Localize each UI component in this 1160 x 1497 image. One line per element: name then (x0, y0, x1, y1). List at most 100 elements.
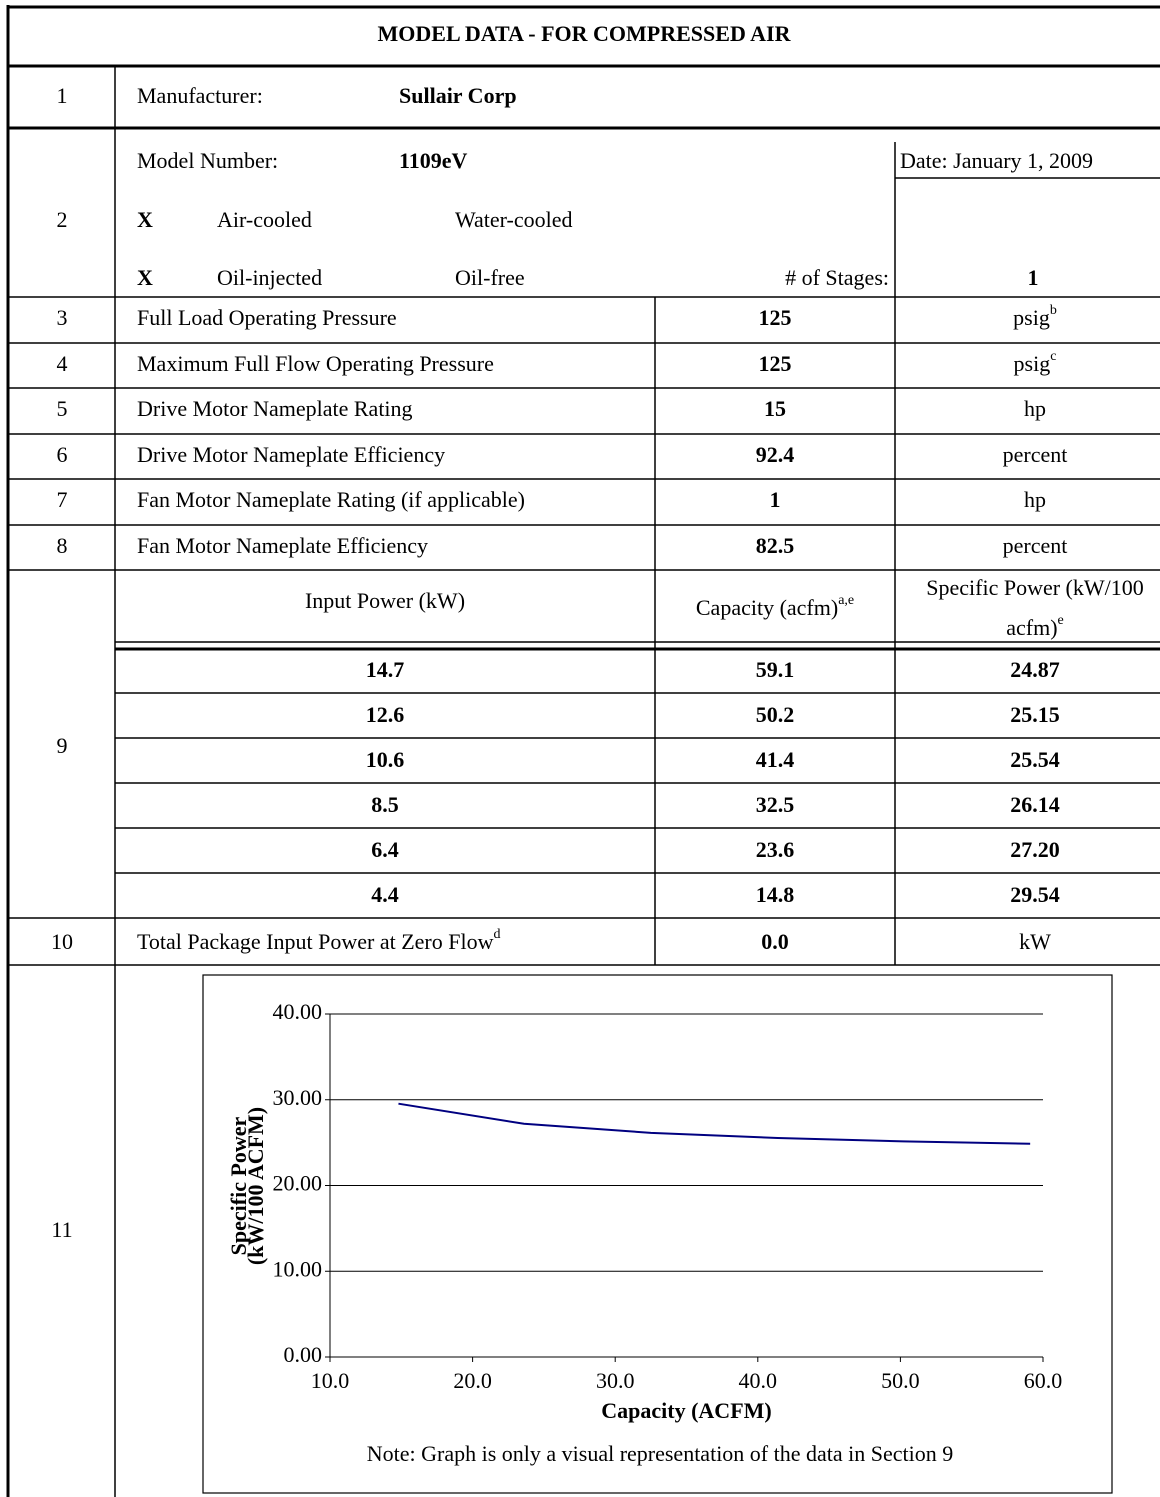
field-label: Drive Motor Nameplate Efficiency (137, 442, 445, 467)
column-header: Specific Power (kW/100 (926, 575, 1144, 600)
unit: psigb (1013, 303, 1057, 330)
graph-note: Note: Graph is only a visual representat… (367, 1441, 954, 1466)
unit-text: percent (1003, 533, 1068, 558)
unit: kW (1019, 929, 1051, 954)
performance-value: 12.6 (366, 702, 405, 727)
unit: percent (1003, 533, 1068, 558)
field-label: Model Number: (137, 148, 278, 173)
field-label-text: Total Package Input Power at Zero Flow (137, 929, 494, 954)
unit-text: hp (1024, 487, 1046, 512)
x-tick-label: 40.0 (739, 1368, 778, 1393)
superscript: a,e (838, 593, 854, 608)
unit-text: psig (1014, 351, 1051, 376)
performance-value: 26.14 (1010, 792, 1060, 817)
field-value: Sullair Corp (399, 83, 517, 108)
option: Water-cooled (455, 207, 573, 232)
performance-value: 29.54 (1010, 882, 1060, 907)
table-borders (6, 5, 1160, 1497)
performance-value: 14.7 (366, 657, 405, 682)
unit: hp (1024, 396, 1046, 421)
option: Oil-free (455, 265, 525, 290)
field-label: # of Stages: (785, 265, 889, 290)
column-header: acfm)e (1006, 613, 1064, 640)
y-tick-label: 10.00 (273, 1256, 323, 1281)
x-axis-label: Capacity (ACFM) (601, 1398, 771, 1423)
field-value: 1109eV (399, 148, 468, 173)
performance-value: 41.4 (756, 747, 795, 772)
graph-frame (202, 974, 1113, 1494)
x-tick-label: 30.0 (596, 1368, 635, 1393)
performance-value: 6.4 (371, 837, 399, 862)
option: Air-cooled (217, 207, 312, 232)
performance-value: 25.54 (1010, 747, 1060, 772)
field-label: Full Load Operating Pressure (137, 305, 397, 330)
check-mark: X (137, 207, 153, 232)
field-label: Fan Motor Nameplate Efficiency (137, 533, 428, 558)
unit-text: hp (1024, 396, 1046, 421)
sheet-title: MODEL DATA - FOR COMPRESSED AIR (378, 21, 792, 46)
unit: psigc (1014, 349, 1057, 376)
x-tick-label: 50.0 (881, 1368, 920, 1393)
field-value: 0.0 (761, 929, 789, 954)
row-number: 9 (57, 733, 68, 758)
unit-text: percent (1003, 442, 1068, 467)
field-label: Drive Motor Nameplate Rating (137, 396, 413, 421)
row-number: 1 (57, 83, 68, 108)
field-label: Manufacturer: (137, 83, 263, 108)
date: Date: January 1, 2009 (900, 148, 1093, 173)
superscript: c (1050, 349, 1056, 364)
row-number: 11 (51, 1217, 72, 1242)
row-number: 7 (57, 487, 68, 512)
field-value: 1 (770, 487, 781, 512)
performance-value: 24.87 (1010, 657, 1060, 682)
row-number: 6 (57, 442, 68, 467)
unit: hp (1024, 487, 1046, 512)
column-header: Input Power (kW) (305, 588, 465, 613)
performance-value: 23.6 (756, 837, 795, 862)
column-header-text: Capacity (acfm) (696, 595, 838, 620)
performance-value: 14.8 (756, 882, 795, 907)
row-number: 2 (57, 207, 68, 232)
field-label: Total Package Input Power at Zero Flowd (137, 927, 500, 954)
performance-value: 4.4 (371, 882, 399, 907)
y-tick-label: 20.00 (273, 1171, 323, 1196)
unit-text: psig (1013, 305, 1050, 330)
column-header-text: acfm) (1006, 615, 1057, 640)
check-mark: X (137, 265, 153, 290)
option: Oil-injected (217, 265, 322, 290)
x-tick-label: 20.0 (453, 1368, 492, 1393)
field-label: Maximum Full Flow Operating Pressure (137, 351, 494, 376)
y-tick-label: 0.00 (284, 1342, 323, 1367)
performance-value: 10.6 (366, 747, 405, 772)
y-tick-label: 40.00 (273, 999, 323, 1024)
superscript: d (493, 927, 500, 942)
row-number: 10 (51, 929, 73, 954)
y-tick-label: 30.00 (273, 1085, 323, 1110)
superscript: e (1058, 613, 1064, 628)
field-value: 125 (759, 305, 792, 330)
performance-value: 8.5 (371, 792, 399, 817)
field-value: 1 (1028, 265, 1039, 290)
field-value: 82.5 (756, 533, 795, 558)
performance-value: 27.20 (1010, 837, 1060, 862)
row-number: 5 (57, 396, 68, 421)
field-value: 92.4 (756, 442, 795, 467)
x-tick-label: 60.0 (1024, 1368, 1063, 1393)
performance-value: 32.5 (756, 792, 795, 817)
y-axis-label: Specific Power (226, 1116, 251, 1255)
row-number: 8 (57, 533, 68, 558)
field-value: 125 (759, 351, 792, 376)
column-header: Capacity (acfm)a,e (696, 593, 854, 620)
x-tick-label: 10.0 (311, 1368, 350, 1393)
row-number: 4 (57, 351, 68, 376)
superscript: b (1050, 303, 1057, 318)
field-value: 15 (764, 396, 786, 421)
unit: percent (1003, 442, 1068, 467)
y-axis-label: (kW/100 ACFM) (243, 1107, 268, 1265)
performance-value: 59.1 (756, 657, 795, 682)
data-line (398, 1102, 1031, 1145)
performance-value: 25.15 (1010, 702, 1060, 727)
performance-value: 50.2 (756, 702, 795, 727)
